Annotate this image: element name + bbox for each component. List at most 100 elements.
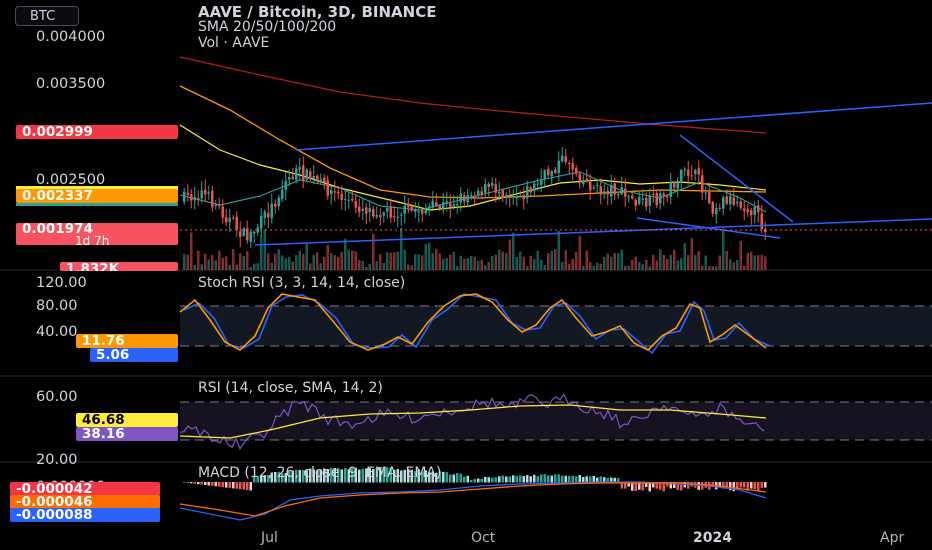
stoch-rsi-legend[interactable]: Stoch RSI (3, 3, 14, 14, close)	[198, 275, 406, 291]
macd-histogram-bar	[606, 478, 609, 483]
volume-bar	[582, 265, 585, 270]
volume-bar	[197, 250, 200, 270]
volume-bar	[281, 255, 284, 270]
candle-body	[428, 206, 431, 209]
sma20-line	[179, 171, 767, 213]
macd-histogram-bar	[267, 474, 270, 483]
macd-histogram-bar	[676, 482, 679, 491]
volume-bar	[746, 253, 749, 270]
macd-legend[interactable]: MACD (12, 26, close, 9, EMA, EMA)	[198, 465, 442, 481]
macd-histogram-bar	[428, 472, 431, 483]
macd-histogram-bar	[746, 482, 749, 491]
volume-bar	[722, 228, 725, 270]
volume-bar	[358, 259, 361, 270]
macd-histogram-bar	[323, 468, 326, 483]
volume-bar	[256, 263, 259, 270]
candle-body	[753, 206, 756, 216]
sma-legend[interactable]: SMA 20/50/100/200	[198, 19, 337, 35]
macd-histogram-bar	[536, 476, 539, 483]
volume-bar	[407, 264, 410, 270]
price-axis-label: 0.002500	[36, 172, 106, 188]
candle-body	[344, 198, 347, 200]
volume-bar	[669, 254, 672, 270]
macd-histogram-bar	[295, 469, 298, 483]
wedge-top-trendline	[679, 134, 794, 223]
candle-body	[729, 195, 732, 205]
macd-histogram-bar	[431, 471, 434, 483]
macd-histogram-bar	[274, 472, 277, 483]
macd-histogram-bar	[347, 469, 350, 483]
macd-histogram-bar	[263, 475, 266, 483]
macd-histogram-bar	[365, 468, 368, 483]
volume-bar	[477, 260, 480, 270]
macd-histogram-bar	[750, 482, 753, 489]
volume-bar	[456, 266, 459, 270]
macd-histogram-bar	[641, 482, 644, 491]
macd-histogram-bar	[638, 482, 641, 490]
candle-body	[274, 203, 277, 207]
macd-histogram-bar	[557, 474, 560, 483]
candle-body	[186, 192, 189, 196]
volume-bar	[599, 263, 602, 270]
candle-body	[417, 211, 420, 213]
candle-body	[207, 192, 210, 194]
candle-body	[739, 201, 742, 208]
volume-bar	[242, 255, 245, 270]
macd-histogram-bar	[382, 467, 385, 483]
volume-bar	[634, 256, 637, 270]
candle-body	[190, 193, 193, 201]
volume-bar	[645, 259, 648, 270]
volume-bar	[396, 251, 399, 270]
candle-body	[183, 191, 186, 202]
macd-histogram-bar	[291, 470, 294, 483]
rsi-axis-label: 60.00	[36, 389, 78, 405]
macd-histogram-bar	[543, 474, 546, 483]
macd-histogram-bar	[302, 470, 305, 483]
candle-body	[249, 231, 252, 242]
macd-histogram-bar	[207, 482, 210, 486]
candle-body	[652, 193, 655, 195]
candle-body	[393, 216, 396, 218]
macd-histogram-bar	[407, 468, 410, 483]
volume-bar	[536, 250, 539, 270]
candle-body	[764, 229, 767, 233]
candle-body	[372, 208, 375, 217]
symbol-chip[interactable]: BTC	[15, 6, 79, 26]
candle-body	[638, 197, 641, 204]
macd-histogram-bar	[379, 467, 382, 483]
volume-bar	[260, 236, 263, 270]
volume-bar	[365, 266, 368, 270]
volume-bar	[610, 256, 613, 270]
last-price-value: 0.001974	[22, 221, 93, 237]
volume-bar	[687, 254, 690, 270]
macd-histogram-bar	[351, 467, 354, 483]
candle-body	[746, 209, 749, 213]
volume-bar	[337, 256, 340, 270]
volume-bar	[725, 250, 728, 270]
stoch-rsi-lines	[179, 293, 771, 355]
volume-bar	[354, 251, 357, 270]
volume-bar	[564, 250, 567, 270]
macd-histogram-bar	[410, 469, 413, 483]
volume-bar	[631, 259, 634, 270]
volume-bar	[526, 266, 529, 270]
volume-bar	[382, 262, 385, 270]
sma100-tag-strip	[16, 203, 178, 206]
macd-histogram-bar	[344, 467, 347, 483]
candle-body	[323, 177, 326, 183]
volume-legend[interactable]: Vol · AAVE	[198, 35, 270, 51]
macd-histogram-bar	[498, 476, 501, 483]
macd-histogram-bar	[575, 476, 578, 483]
candle-body	[197, 197, 200, 200]
volume-bar	[501, 251, 504, 270]
volume-bar	[211, 255, 214, 270]
volume-bar	[494, 254, 497, 270]
candle-body	[358, 206, 361, 212]
volume-bar	[512, 232, 515, 270]
candle-body	[361, 208, 364, 211]
stoch-d-tag: 5.06	[90, 348, 178, 362]
rsi-legend[interactable]: RSI (14, close, SMA, 14, 2)	[198, 380, 383, 396]
candle-body	[617, 194, 620, 196]
volume-bar	[253, 263, 256, 270]
